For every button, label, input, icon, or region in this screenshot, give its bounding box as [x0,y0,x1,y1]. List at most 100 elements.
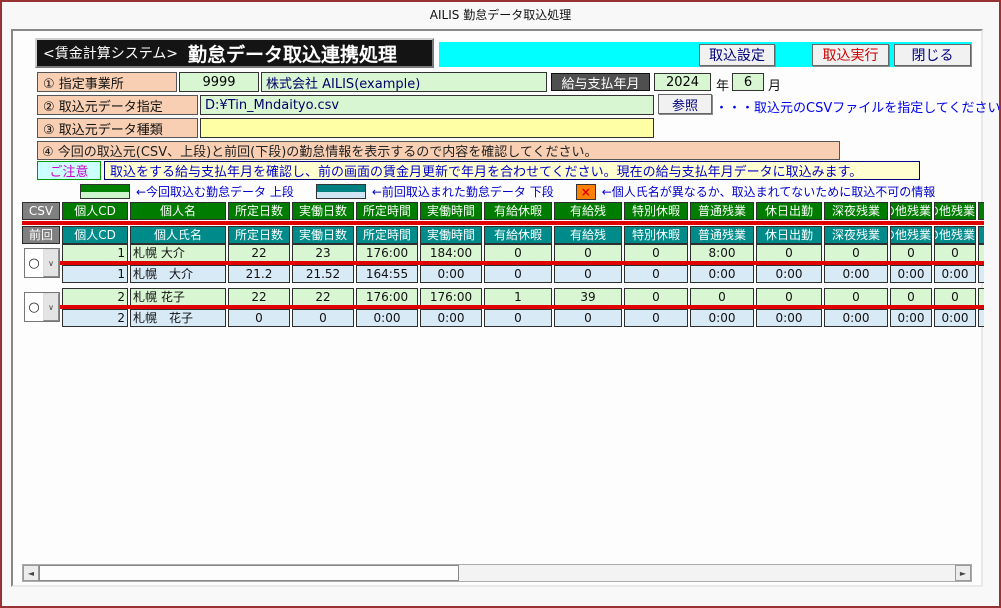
table-row-prev: 2 札幌 花子 0 0 0:00 0:00 0 0 0 0:00 0:00 0:… [22,309,984,327]
pay-year-field[interactable]: 2024 [654,73,711,91]
import-execute-button[interactable]: 取込実行 [812,44,889,66]
cell-value: 0 [554,244,622,262]
cell-person-name: 札幌 大介 [130,265,226,283]
office-name-field[interactable]: 株式会社 AILIS(example) [261,72,547,92]
header-cell: 個人CD [62,226,128,244]
cell-value: 8:00 [690,244,754,262]
cell-person-cd: 1 [62,244,128,262]
cell-value: 0:00 [934,309,976,327]
chevron-down-icon[interactable]: ∨ [43,249,59,277]
notice-text-bar: 取込をする給与支払年月を確認し、前の画面の賃金月更新で年月を合わせてください。現… [104,161,920,180]
header-cell: 普通残業 [690,202,754,220]
cell-value: 176:00 [356,288,418,306]
cell-value: 0 [934,288,976,306]
header-cell: CSV [22,202,60,220]
header-cell: その他残業 [890,226,932,244]
cell-value: 0 [934,244,976,262]
row-selector-value: ○ [28,299,40,315]
year-suffix: 年 [716,79,730,94]
cell-value: 0 [624,309,688,327]
cell-value: 0 [624,265,688,283]
screen-title-panel: <賃金計算システム> 勤怠データ取込連携処理 [35,38,434,68]
cell-value: 0 [756,288,822,306]
cell-value: 0 [756,244,822,262]
header-cell: 個人氏名 [130,226,226,244]
divider-red-line [60,305,984,309]
cell-value: 0 [484,244,552,262]
header-cell: 実働時間 [420,202,482,220]
header-cell-clipped [978,202,984,220]
cell-value: 0:00 [890,309,932,327]
cell-person-cd: 2 [62,309,128,327]
cell-value: 39 [554,288,622,306]
header-cell: その他残業 [934,226,976,244]
cell-value: 0 [484,265,552,283]
cell-person-name: 札幌 花子 [130,309,226,327]
header-cell: 前回 [22,226,60,244]
header-cell: 実働日数 [292,202,354,220]
cell-value: 0 [624,288,688,306]
header-cell: 実働時間 [420,226,482,244]
scroll-right-arrow-icon[interactable]: ► [955,565,971,581]
cell-value: 0 [554,265,622,283]
office-code-field[interactable]: 9999 [179,72,259,92]
cell-value: 1 [484,288,552,306]
cell-value: 0:00 [824,265,888,283]
cell-value: 0 [824,288,888,306]
cell-value: 23 [292,244,354,262]
header-cell: その他残業 [934,202,976,220]
scroll-left-arrow-icon[interactable]: ◄ [23,565,39,581]
header-cell: 有給残 [554,202,622,220]
cell-value: 0 [690,288,754,306]
system-name-label: <賃金計算システム> [43,46,179,62]
cell-value: 0:00 [934,265,976,283]
browse-button[interactable]: 参照 [658,94,712,114]
cell-value: 22 [228,244,290,262]
notice-label: ご注意 [37,161,101,180]
cell-clipped [978,309,984,327]
header-cell-clipped [978,226,984,244]
cell-person-name: 札幌 花子 [130,288,226,306]
source-type-field[interactable] [200,118,654,138]
header-cell: 個人名 [130,202,226,220]
cell-value: 184:00 [420,244,482,262]
header-cell: 個人CD [62,202,128,220]
table-header-csv: CSV 個人CD 個人名 所定日数 実働日数 所定時間 実働時間 有給休暇 有給… [22,202,984,220]
close-button[interactable]: 閉じる [894,44,971,66]
header-cell: 所定時間 [356,226,418,244]
cell-value: 0 [890,288,932,306]
cell-value: 0:00 [756,265,822,283]
pay-yearmonth-label: 給与支払年月 [551,73,650,92]
cell-clipped [978,288,984,306]
pay-month-field[interactable]: 6 [732,73,764,91]
step4-info-bar: ④ 今回の取込元(CSV、上段)と前回(下段)の勤怠情報を表示するので内容を確認… [37,141,840,160]
table-row-csv: 2 札幌 花子 22 22 176:00 176:00 1 39 0 0 0 0… [22,288,984,306]
header-cell: 所定日数 [228,202,290,220]
import-settings-button[interactable]: 取込設定 [699,44,775,66]
cell-value: 22 [292,288,354,306]
cell-value: 0:00 [890,265,932,283]
row-selector-dropdown[interactable]: ○ ∨ [24,292,60,322]
cell-clipped [978,244,984,262]
csv-hint-text: ・・・取込元のCSVファイルを指定してください。 [715,101,1001,116]
legend-blocked-text: ←個人氏名が異なるか、取込まれてないために取込不可の情報 [601,185,936,199]
cell-value: 0 [228,309,290,327]
source-path-field[interactable]: D:¥Tin_Mndaityo.csv [200,95,654,115]
cell-value: 176:00 [420,288,482,306]
window-title: AILIS 勤怠データ取込処理 [429,8,572,22]
cell-value: 0:00 [356,309,418,327]
chevron-down-icon[interactable]: ∨ [43,293,59,321]
row-selector-dropdown[interactable]: ○ ∨ [24,248,60,278]
cell-value: 0:00 [420,309,482,327]
cell-value: 0:00 [824,309,888,327]
csv-row-color-swatch [80,184,130,199]
source-path-label: ② 取込元データ指定 [37,95,198,115]
scrollbar-thumb[interactable] [39,565,459,581]
cell-clipped [978,265,984,283]
horizontal-scrollbar[interactable]: ◄ ► [22,564,972,582]
table-row-csv: 1 札幌 大介 22 23 176:00 184:00 0 0 0 8:00 0… [22,244,984,262]
cell-value: 176:00 [356,244,418,262]
cell-person-name: 札幌 大介 [130,244,226,262]
office-label: ① 指定事業所 [37,72,177,92]
